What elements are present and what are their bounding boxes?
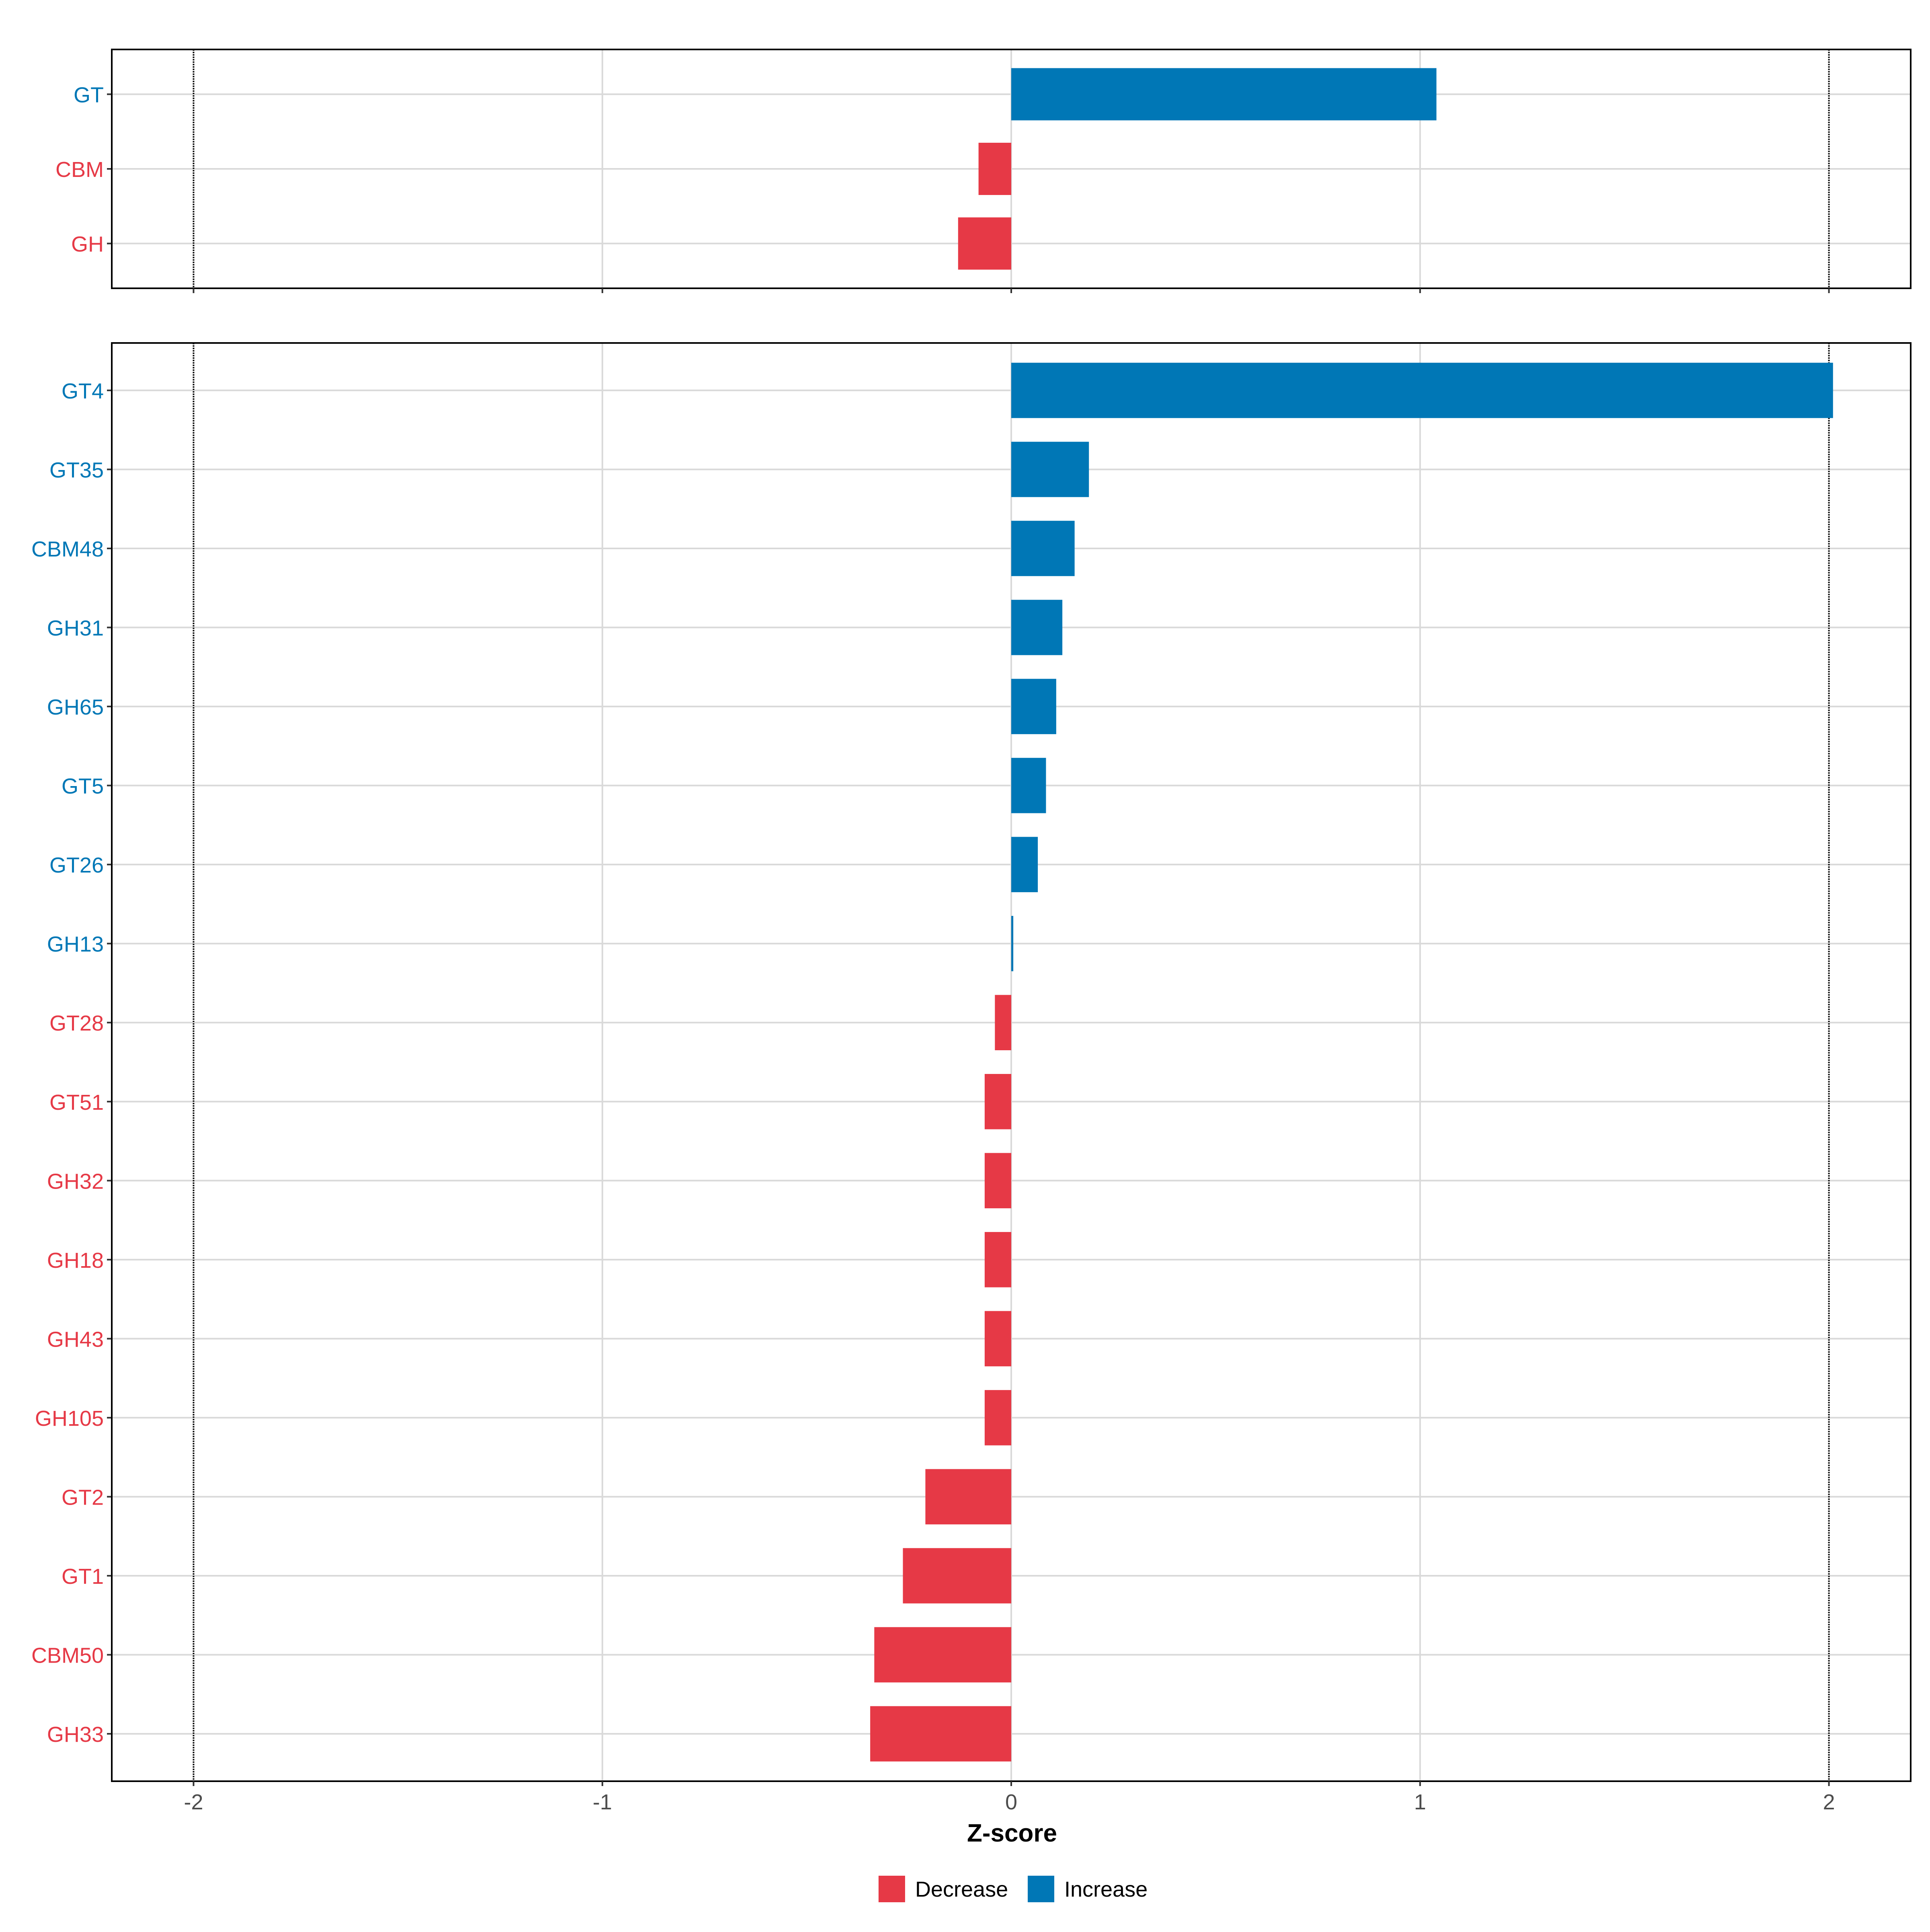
y-tick-label-cbm48: CBM48 [31, 537, 104, 561]
bar-gt5 [1011, 758, 1046, 813]
y-tick-label-gh65: GH65 [47, 695, 104, 719]
y-tick-label-gt5: GT5 [62, 774, 104, 799]
bar-gh105 [984, 1390, 1011, 1445]
y-tick-label-cbm50: CBM50 [31, 1644, 104, 1668]
legend: Decrease Increase [879, 1876, 1148, 1902]
bar-gt4 [1011, 363, 1833, 418]
bar-gh32 [984, 1153, 1011, 1209]
x-axis: -2 -1 0 1 2 [184, 1790, 1835, 1814]
bar-gt51 [984, 1074, 1011, 1129]
bar-gh [958, 217, 1011, 270]
x-axis-title: Z-score [967, 1819, 1057, 1847]
panel-bottom: GT4 GT35 CBM48 GH31 GH65 GT5 GT26 GH13 GT28 GT51 G… [31, 342, 1912, 1786]
legend-key-decrease [879, 1876, 905, 1902]
y-tick-label-gt28: GT28 [49, 1011, 104, 1035]
x-tick-label: 1 [1414, 1790, 1426, 1814]
y-tick-label-gt51: GT51 [49, 1090, 104, 1115]
y-tick-label-gt26: GT26 [49, 853, 104, 877]
y-tick-label-gh18: GH18 [47, 1248, 104, 1273]
y-tick-label-gh13: GH13 [47, 932, 104, 957]
y-tick-label-gt35: GT35 [49, 458, 104, 482]
bar-gt26 [1011, 837, 1038, 892]
y-tick-label-gt1: GT1 [62, 1564, 104, 1589]
bar-gh13 [1011, 916, 1014, 971]
y-tick-label-cbm: CBM [55, 158, 104, 182]
y-tick-label-gt2: GT2 [62, 1485, 104, 1509]
bar-gt35 [1011, 441, 1089, 497]
bar-gh65 [1011, 679, 1056, 734]
bar-gh33 [870, 1706, 1011, 1762]
bar-gt2 [925, 1469, 1011, 1525]
y-tick-label-gt: GT [74, 83, 104, 107]
panel-top: GT CBM GH [55, 49, 1912, 293]
legend-key-increase [1028, 1876, 1054, 1902]
bar-gh43 [984, 1311, 1011, 1367]
bar-gt28 [995, 995, 1011, 1051]
y-tick-label-gt4: GT4 [62, 379, 104, 403]
x-tick-label: -1 [593, 1790, 612, 1814]
y-tick-label-gh: GH [71, 232, 104, 257]
bar-cbm50 [874, 1627, 1011, 1683]
y-tick-label-gh31: GH31 [47, 616, 104, 641]
bar-gt1 [903, 1548, 1011, 1603]
bar-cbm48 [1011, 521, 1075, 576]
legend-label-decrease: Decrease [915, 1877, 1008, 1901]
x-tick-label: 2 [1823, 1790, 1835, 1814]
x-tick-label: -2 [184, 1790, 203, 1814]
y-tick-label-gh32: GH32 [47, 1169, 104, 1193]
legend-label-increase: Increase [1064, 1877, 1148, 1901]
bar-cbm [978, 143, 1011, 195]
y-tick-label-gh33: GH33 [47, 1723, 104, 1747]
x-tick-label: 0 [1005, 1790, 1017, 1814]
y-tick-label-gh105: GH105 [35, 1406, 104, 1431]
bar-gt [1011, 68, 1437, 121]
y-tick-label-gh43: GH43 [47, 1327, 104, 1351]
bar-gh31 [1011, 600, 1063, 655]
bar-gh18 [984, 1232, 1011, 1287]
